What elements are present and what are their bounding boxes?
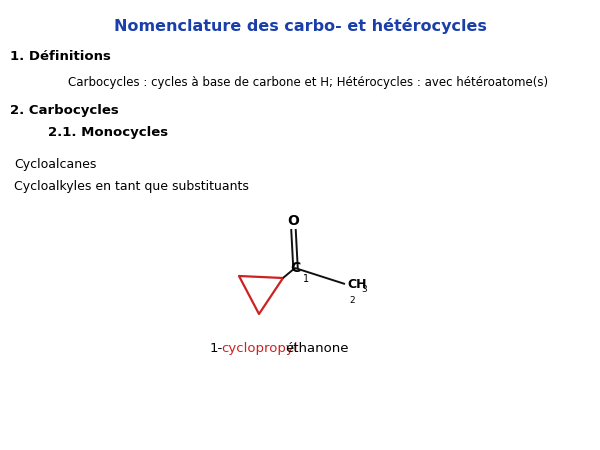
Text: Cycloalkyles en tant que substituants: Cycloalkyles en tant que substituants — [14, 180, 249, 193]
Text: 2. Carbocycles: 2. Carbocycles — [10, 104, 119, 117]
Text: C: C — [290, 261, 300, 275]
Text: 1. Définitions: 1. Définitions — [10, 50, 111, 63]
Text: 2: 2 — [349, 296, 355, 305]
Text: 1-: 1- — [210, 342, 223, 355]
Text: Carbocycles : cycles à base de carbone et H; Hétérocycles : avec hétéroatome(s): Carbocycles : cycles à base de carbone e… — [68, 76, 548, 89]
Text: 2.1. Monocycles: 2.1. Monocycles — [48, 126, 168, 139]
Text: éthanone: éthanone — [285, 342, 349, 355]
Text: O: O — [287, 214, 299, 228]
Text: Nomenclature des carbo- et hétérocycles: Nomenclature des carbo- et hétérocycles — [113, 18, 487, 34]
Text: Cycloalcanes: Cycloalcanes — [14, 158, 97, 171]
Text: cyclopropyl: cyclopropyl — [221, 342, 298, 355]
Text: CH: CH — [347, 278, 367, 291]
Text: 3: 3 — [361, 284, 367, 293]
Text: 1: 1 — [303, 274, 309, 284]
